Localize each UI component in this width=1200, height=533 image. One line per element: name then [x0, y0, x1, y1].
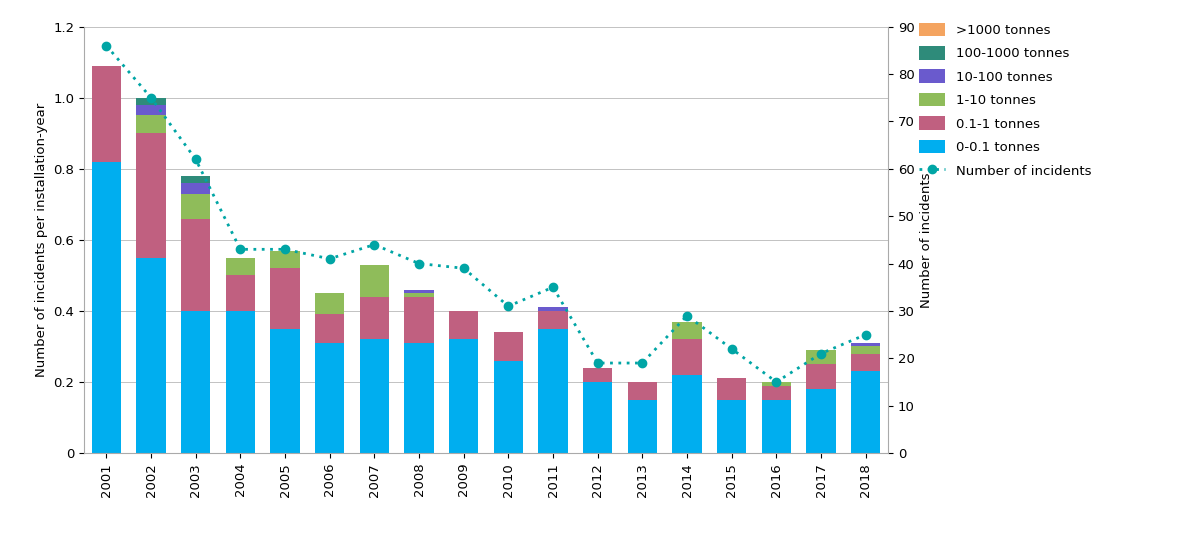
- Bar: [583, 382, 612, 453]
- Bar: [226, 257, 254, 276]
- Bar: [270, 251, 300, 268]
- Bar: [137, 133, 166, 257]
- Bar: [539, 308, 568, 311]
- Bar: [181, 176, 210, 183]
- Bar: [92, 161, 121, 453]
- Bar: [316, 293, 344, 314]
- Bar: [404, 343, 433, 453]
- Bar: [851, 353, 880, 372]
- Bar: [181, 219, 210, 311]
- Bar: [137, 257, 166, 453]
- Bar: [806, 364, 835, 389]
- Bar: [806, 350, 835, 364]
- Bar: [137, 98, 166, 105]
- Bar: [404, 297, 433, 343]
- Bar: [137, 105, 166, 116]
- Bar: [628, 400, 656, 453]
- Bar: [851, 346, 880, 353]
- Bar: [181, 311, 210, 453]
- Bar: [718, 378, 746, 400]
- Bar: [92, 66, 121, 161]
- Bar: [360, 340, 389, 453]
- Bar: [672, 375, 702, 453]
- Bar: [494, 332, 523, 361]
- Bar: [316, 314, 344, 343]
- Bar: [851, 343, 880, 346]
- Bar: [181, 193, 210, 219]
- Bar: [494, 361, 523, 453]
- Bar: [181, 183, 210, 193]
- Bar: [226, 311, 254, 453]
- Bar: [806, 389, 835, 453]
- Bar: [762, 385, 791, 400]
- Bar: [539, 311, 568, 329]
- Bar: [449, 311, 478, 340]
- Bar: [316, 343, 344, 453]
- Legend: >1000 tonnes, 100-1000 tonnes, 10-100 tonnes, 1-10 tonnes, 0.1-1 tonnes, 0-0.1 t: >1000 tonnes, 100-1000 tonnes, 10-100 to…: [918, 22, 1091, 177]
- Bar: [226, 276, 254, 311]
- Bar: [628, 382, 656, 400]
- Bar: [404, 293, 433, 297]
- Y-axis label: Number of incidents per installation-year: Number of incidents per installation-yea…: [35, 103, 48, 377]
- Y-axis label: Number of incidents: Number of incidents: [920, 172, 934, 308]
- Bar: [360, 265, 389, 297]
- Bar: [270, 329, 300, 453]
- Bar: [360, 297, 389, 340]
- Bar: [404, 289, 433, 293]
- Bar: [762, 382, 791, 385]
- Bar: [449, 340, 478, 453]
- Bar: [539, 329, 568, 453]
- Bar: [851, 372, 880, 453]
- Bar: [137, 116, 166, 133]
- Bar: [583, 368, 612, 382]
- Bar: [672, 340, 702, 375]
- Bar: [672, 321, 702, 340]
- Bar: [718, 400, 746, 453]
- Bar: [270, 268, 300, 329]
- Bar: [762, 400, 791, 453]
